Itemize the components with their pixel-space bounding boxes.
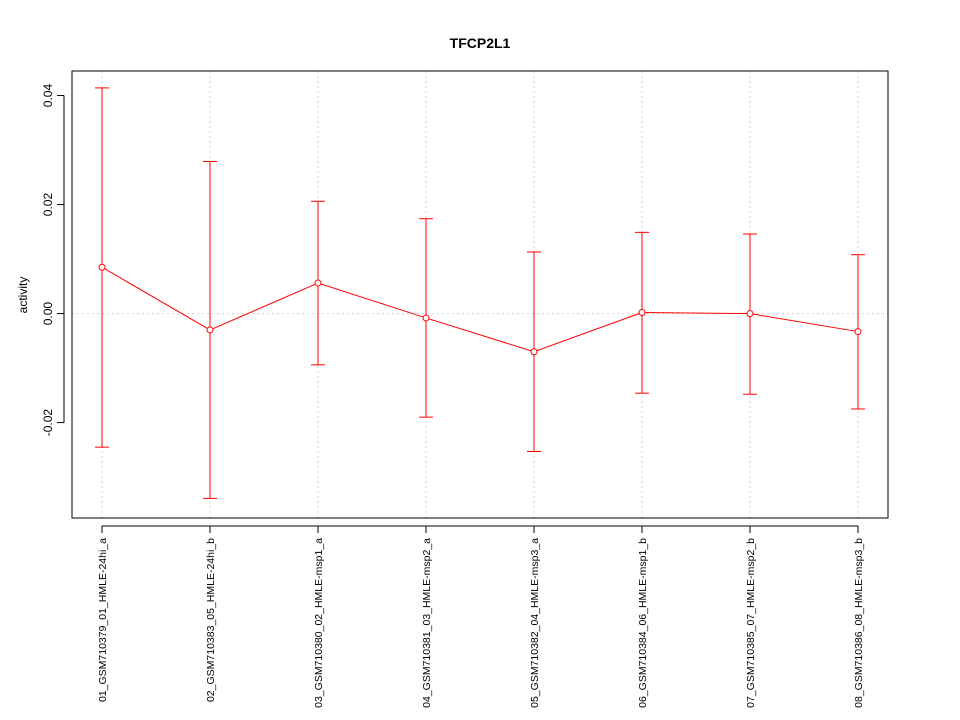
x-tick-label: 03_GSM710380_02_HMLE-msp1_a: [313, 538, 325, 708]
data-point: [854, 328, 862, 336]
chart-title: TFCP2L1: [450, 35, 511, 51]
y-tick-label: 0.00: [41, 302, 55, 326]
data-point: [314, 279, 322, 287]
plot-frame: [71, 70, 889, 519]
series-line: [101, 266, 859, 353]
x-tick-label: 06_GSM710384_06_HMLE-msp1_b: [637, 538, 649, 708]
data-point: [206, 326, 214, 334]
data-point: [746, 310, 754, 318]
y-axis: -0.02 0.00 0.02 0.04: [41, 84, 65, 437]
y-tick-label: 0.02: [41, 193, 55, 217]
data-point: [422, 314, 430, 322]
data-points: [98, 263, 862, 356]
x-tick-label: 04_GSM710381_03_HMLE-msp2_a: [421, 538, 433, 708]
x-tick-label: 07_GSM710385_07_HMLE-msp2_b: [745, 538, 757, 708]
data-point: [530, 348, 538, 356]
x-tick-label: 08_GSM710386_08_HMLE-msp3_b: [853, 538, 865, 708]
series-path: [101, 266, 859, 353]
y-axis-label: activity: [16, 277, 30, 314]
x-tick-label: 02_GSM710383_05_HMLE-24hi_b: [205, 538, 217, 702]
x-tick-label: 05_GSM710382_04_HMLE-msp3_a: [529, 538, 541, 708]
x-axis: 01_GSM710379_01_HMLE-24hi_a 02_GSM710383_…: [97, 525, 865, 708]
data-point: [638, 308, 646, 316]
y-tick-label: 0.04: [41, 84, 55, 108]
data-point: [98, 263, 106, 271]
x-tick-label: 01_GSM710379_01_HMLE-24hi_a: [97, 538, 109, 702]
grid: [72, 71, 888, 518]
y-tick-label: -0.02: [41, 409, 55, 437]
